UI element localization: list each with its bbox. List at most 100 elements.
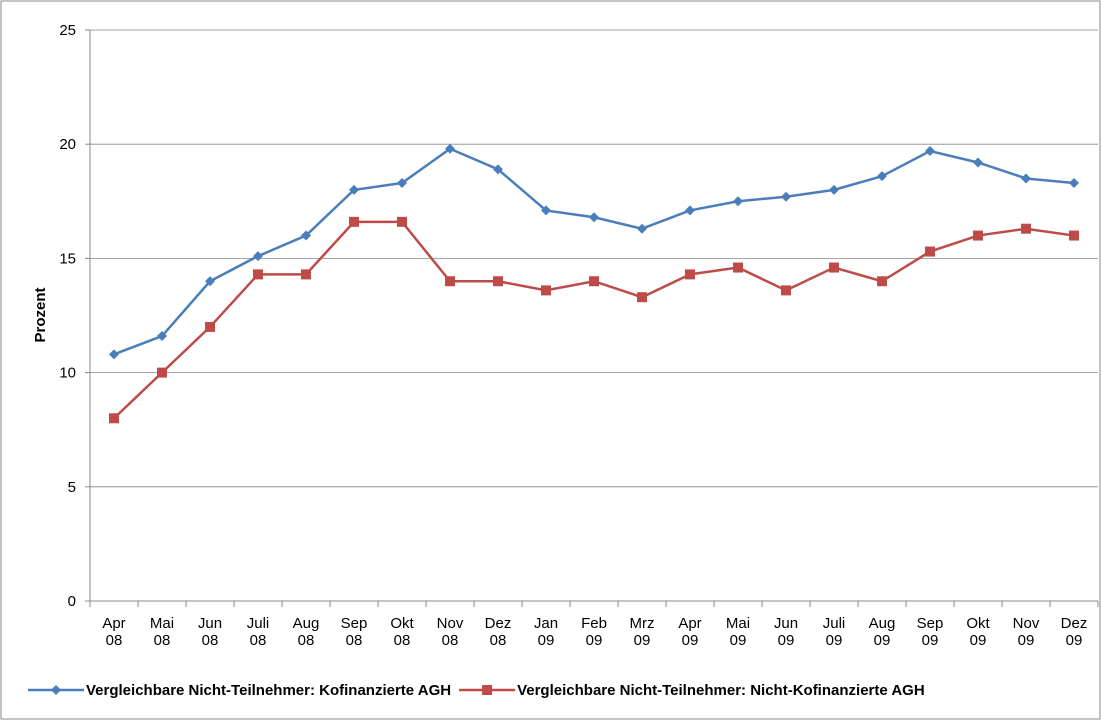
marker: [301, 230, 311, 241]
marker: [109, 349, 119, 360]
x-tick-label: Feb 09: [581, 615, 607, 649]
marker: [685, 205, 695, 216]
marker: [925, 246, 935, 257]
marker: [541, 285, 551, 296]
marker: [205, 276, 215, 287]
marker: [925, 146, 935, 157]
x-tick-label: Okt 09: [966, 615, 990, 649]
marker: [685, 269, 695, 280]
marker: [637, 223, 647, 234]
x-tick-label-line: Apr: [678, 615, 701, 632]
marker: [301, 269, 311, 280]
x-tick-label-line: 09: [1066, 632, 1083, 649]
x-tick-label-line: Mai: [150, 615, 174, 632]
x-tick-label-line: Feb: [581, 615, 607, 632]
marker: [541, 205, 551, 216]
legend-label: Vergleichbare Nicht-Teilnehmer: Kofinanz…: [86, 682, 451, 699]
x-tick-label-line: Jun: [774, 615, 798, 632]
x-tick-label: Mai 09: [726, 615, 750, 649]
marker: [781, 285, 791, 296]
y-tick-label: 5: [68, 479, 76, 496]
x-tick-label-line: Jun: [198, 615, 222, 632]
marker: [445, 143, 455, 154]
x-tick-label-line: Mai: [726, 615, 750, 632]
x-tick-label-line: 08: [394, 632, 411, 649]
x-tick-label-line: 09: [922, 632, 939, 649]
marker: [877, 171, 887, 182]
legend-label: Vergleichbare Nicht-Teilnehmer: Nicht-Ko…: [517, 682, 925, 699]
marker: [445, 276, 455, 287]
x-tick-label-line: Aug: [293, 615, 320, 632]
x-tick-label: Apr 08: [102, 615, 125, 649]
marker: [109, 413, 119, 424]
marker: [205, 321, 215, 332]
x-tick-label-line: Mrz: [630, 615, 655, 632]
x-tick-label-line: 09: [538, 632, 555, 649]
x-tick-label-line: Apr: [102, 615, 125, 632]
marker: [829, 262, 839, 273]
x-tick-label-line: Jan: [534, 615, 558, 632]
x-tick-label-line: 09: [1018, 632, 1035, 649]
marker: [493, 164, 503, 175]
x-tick-label-line: 08: [202, 632, 219, 649]
marker: [493, 276, 503, 287]
marker: [589, 212, 599, 223]
x-tick-label-line: Dez: [485, 615, 512, 632]
x-tick-label-line: 08: [250, 632, 267, 649]
x-tick-label-line: 09: [586, 632, 603, 649]
x-tick-label-line: 09: [874, 632, 891, 649]
x-tick-label: Juli 09: [823, 615, 846, 649]
x-tick-label-line: Okt: [966, 615, 990, 632]
marker: [973, 230, 983, 241]
x-tick-label: Juli 08: [247, 615, 270, 649]
x-tick-label: Dez 08: [485, 615, 512, 649]
x-tick-label-line: 09: [970, 632, 987, 649]
y-axis-label: Prozent: [32, 287, 49, 342]
x-tick-label-line: Nov: [1013, 615, 1040, 632]
x-tick-label-line: 09: [826, 632, 843, 649]
y-tick-label: 15: [59, 250, 76, 267]
marker: [253, 251, 263, 262]
marker: [733, 196, 743, 207]
y-tick-label: 10: [59, 365, 76, 382]
marker: [1069, 178, 1079, 189]
x-tick-label-line: 08: [154, 632, 171, 649]
marker: [51, 685, 61, 695]
x-tick-label-line: 08: [490, 632, 507, 649]
x-tick-label-line: Okt: [390, 615, 414, 632]
marker: [733, 262, 743, 273]
x-tick-label-line: 08: [442, 632, 459, 649]
marker: [1021, 223, 1031, 234]
y-tick-label: 20: [59, 136, 76, 153]
x-tick-label: Jan 09: [534, 615, 558, 649]
marker: [1069, 230, 1079, 241]
x-tick-label: Mrz 09: [630, 615, 655, 649]
marker: [157, 331, 167, 342]
marker: [973, 157, 983, 168]
x-tick-label-line: 08: [346, 632, 363, 649]
x-tick-label: Apr 09: [678, 615, 701, 649]
marker: [829, 184, 839, 195]
x-tick-label-line: 09: [730, 632, 747, 649]
marker: [589, 276, 599, 287]
x-tick-label: Okt 08: [390, 615, 414, 649]
x-tick-label-line: Sep: [341, 615, 368, 632]
x-tick-label: Aug 09: [869, 615, 896, 649]
x-tick-label-line: 08: [298, 632, 315, 649]
x-tick-label: Jun 08: [198, 615, 222, 649]
x-tick-label: Nov 09: [1013, 615, 1040, 649]
marker: [253, 269, 263, 280]
x-tick-label-line: 09: [682, 632, 699, 649]
x-tick-label-line: Dez: [1061, 615, 1088, 632]
x-tick-label-line: Sep: [917, 615, 944, 632]
x-tick-label: Sep 09: [917, 615, 944, 649]
marker: [157, 367, 167, 378]
y-tick-label: 0: [68, 593, 76, 610]
x-tick-label-line: Nov: [437, 615, 464, 632]
x-tick-label: Mai 08: [150, 615, 174, 649]
x-tick-label: Aug 08: [293, 615, 320, 649]
marker: [397, 178, 407, 189]
marker: [877, 276, 887, 287]
